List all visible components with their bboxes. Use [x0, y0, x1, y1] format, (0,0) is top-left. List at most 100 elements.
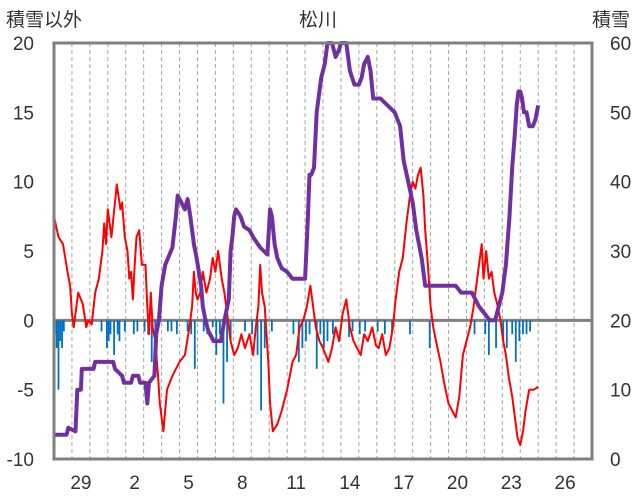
- x-axis-ticks: 29 2 5 8 11 14 17 20 23 26: [70, 473, 575, 494]
- right-tick-label: 10: [610, 381, 631, 402]
- left-tick-label: -5: [17, 381, 34, 402]
- x-tick-label: 17: [393, 473, 414, 494]
- precipitation-bar: [484, 320, 487, 335]
- precipitation-bar: [143, 320, 146, 332]
- precipitation-bar: [244, 320, 246, 332]
- precipitation-bar: [326, 320, 329, 342]
- chart-title: 松川: [299, 9, 337, 31]
- x-tick-label: 29: [70, 473, 91, 494]
- precipitation-bar: [348, 320, 350, 337]
- left-tick-label: -10: [7, 450, 34, 471]
- precipitation-bar: [100, 320, 103, 332]
- precipitation-bar: [256, 320, 259, 355]
- precipitation-bar: [305, 320, 307, 342]
- x-tick-label: 23: [501, 473, 522, 494]
- precipitation-bar: [218, 320, 221, 335]
- precipitation-bar: [132, 320, 135, 335]
- precipitation-bar: [514, 320, 517, 362]
- precipitation-bar: [522, 320, 524, 335]
- precipitation-bar: [113, 320, 115, 355]
- precipitation-bar: [364, 320, 367, 332]
- right-tick-label: 30: [610, 242, 631, 263]
- precipitation-bar: [154, 320, 157, 335]
- precipitation-bar: [222, 320, 225, 404]
- precipitation-bar: [409, 320, 411, 335]
- precipitation-bar: [202, 320, 205, 332]
- left-axis-label: 積雪以外: [6, 9, 82, 31]
- precipitation-bar: [61, 320, 63, 349]
- precipitation-bar: [55, 320, 58, 349]
- plot-frame: [52, 41, 594, 461]
- x-tick-label: 26: [555, 473, 576, 494]
- precipitation-bar: [251, 320, 254, 335]
- left-tick-label: 20: [13, 34, 34, 55]
- precipitation-bar: [123, 320, 126, 332]
- precipitation-bar: [107, 320, 110, 342]
- left-tick-label: 10: [13, 173, 34, 194]
- x-tick-label: 5: [183, 473, 194, 494]
- precipitation-bar: [323, 320, 325, 349]
- right-tick-label: 20: [610, 311, 631, 332]
- precipitation-bar: [229, 320, 232, 342]
- x-tick-label: 8: [237, 473, 248, 494]
- precipitation-bar: [270, 320, 273, 332]
- precipitation-bar: [109, 320, 112, 335]
- left-tick-label: 15: [13, 103, 34, 124]
- precipitation-bar: [59, 320, 62, 342]
- precipitation-bar: [215, 320, 218, 355]
- precipitation-bar: [150, 320, 153, 362]
- precipitation-bar: [487, 320, 490, 355]
- precipitation-bar: [263, 320, 266, 349]
- right-tick-label: 40: [610, 173, 631, 194]
- right-tick-label: 50: [610, 103, 631, 124]
- precipitation-bar: [211, 320, 214, 328]
- right-axis-label: 積雪: [592, 9, 630, 31]
- precipitation-bar: [106, 320, 108, 349]
- precipitation-bar: [260, 320, 263, 411]
- temperature-line: [53, 166, 539, 447]
- x-tick-label: 20: [447, 473, 468, 494]
- precipitation-bar: [136, 320, 139, 332]
- right-tick-label: 0: [610, 450, 621, 471]
- x-tick-label: 11: [286, 473, 306, 494]
- left-tick-label: 0: [23, 311, 34, 332]
- precipitation-bar: [190, 320, 193, 335]
- snow-depth-line: [54, 41, 541, 437]
- right-tick-label: 60: [610, 34, 631, 55]
- precipitation-bar: [175, 320, 178, 335]
- precipitation-bar: [376, 320, 379, 332]
- x-tick-label: 2: [129, 473, 140, 494]
- precipitation-bar: [358, 320, 361, 335]
- precipitation-bar: [502, 320, 505, 342]
- precipitation-bar: [57, 320, 60, 390]
- precipitation-bar: [525, 320, 528, 335]
- precipitation-bar: [193, 320, 196, 369]
- precipitation-bar: [226, 320, 228, 362]
- precipitation-bar: [511, 320, 514, 335]
- left-tick-label: 5: [23, 242, 34, 263]
- precipitation-bar: [308, 320, 311, 335]
- precipitation-bar: [62, 320, 65, 332]
- precipitation-bar: [170, 320, 173, 332]
- precipitation-bar: [166, 320, 169, 332]
- precipitation-bar: [292, 320, 295, 335]
- precipitation-bar: [118, 320, 121, 342]
- precipitation-bar: [505, 320, 508, 349]
- x-tick-label: 14: [339, 473, 361, 494]
- precipitation-bar: [351, 320, 354, 332]
- precipitation-bar: [529, 320, 532, 332]
- precipitation-bar: [186, 320, 189, 332]
- precipitation-bar: [315, 320, 318, 369]
- precipitation-bar: [518, 320, 521, 342]
- precipitation-bar: [383, 320, 386, 335]
- precipitation-bar: [319, 320, 322, 335]
- precipitation-bar: [331, 320, 334, 335]
- precipitation-bar: [116, 320, 119, 335]
- precipitation-bar: [301, 320, 304, 349]
- left-axis-ticks: 20 15 10 5 0 -5 -10: [7, 34, 34, 471]
- precipitation-bar: [495, 320, 497, 349]
- right-axis-ticks: 60 50 40 30 20 10 0: [610, 34, 631, 471]
- precipitation-bar: [473, 320, 476, 335]
- precipitation-bar: [428, 320, 431, 349]
